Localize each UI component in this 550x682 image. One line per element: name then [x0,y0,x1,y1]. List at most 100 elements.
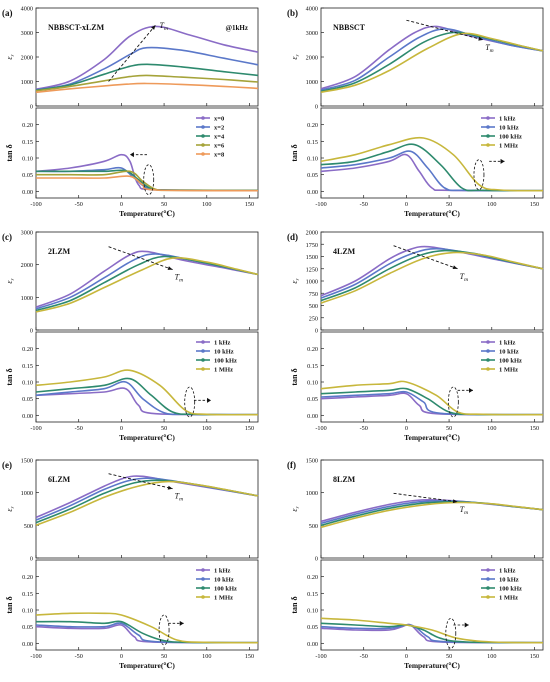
legend-label: 1 kHz [499,340,516,347]
x-tick-label: -50 [360,425,368,432]
series-line [320,25,544,90]
series-line [320,27,544,91]
x-tick-label: 50 [446,653,452,660]
plot-frame [320,331,544,423]
tm-label-sub: m [464,510,468,516]
x-tick-label: 0 [405,201,408,208]
y-tick-label: 750 [309,291,318,298]
legend-marker [201,595,205,599]
x-tick-label: 100 [487,201,496,208]
x-tick-label: -50 [75,201,83,208]
x-tick-label: 0 [405,425,408,432]
x-axis-label: Temperature(℃) [119,209,175,218]
y-axis-label-sub: r [295,277,301,280]
plot-frame [35,231,259,331]
y-tick-label: 0.15 [22,363,33,370]
series-line [35,380,259,416]
y-tick-label: 0.15 [307,363,318,370]
x-tick-label: 100 [487,653,496,660]
legend-label: 1 MHz [499,143,518,150]
plot-frame [35,459,259,559]
y-tick-label: 0.15 [22,139,33,146]
legend-marker [201,358,205,362]
permittivity-plot: 0 500 1000 1500 εr [290,458,544,563]
tm-arrow-head [151,25,156,30]
tm-label: Tm [485,43,493,54]
y-tick-label: 0.05 [22,396,33,403]
tm-label: Tm [460,505,468,516]
transition-ellipse [143,164,155,196]
y-axis-label: εr [290,277,301,283]
legend-marker [201,116,205,120]
y-tick-label: 0.15 [22,591,33,598]
tm-arrow-line [393,245,458,270]
y-tick-label: 0.15 [307,139,318,146]
sample-label: 4LZM [333,247,356,256]
y-tick-label: 1750 [306,242,318,249]
x-tick-label: -100 [315,425,326,432]
legend-label: 100 kHz [499,358,522,365]
y-axis-label: εr [5,505,16,511]
legend-label: 1 MHz [214,367,233,374]
y-tick-label: 0.05 [22,624,33,631]
legend-label: x=6 [214,143,225,150]
tm-label: Tm [175,273,183,284]
legend-marker [201,143,205,147]
x-tick-label: 50 [446,201,452,208]
y-tick-label: 0.10 [307,608,318,615]
y-tick-label: 0.10 [307,380,318,387]
legend-marker [201,125,205,129]
x-tick-label: -50 [75,425,83,432]
legend-label: x=4 [214,134,225,141]
y-axis-label: tan δ [5,368,14,385]
series-line [35,46,259,91]
series-line [320,380,544,416]
x-tick-label: 0 [120,201,123,208]
y-tick-label: 0.20 [307,346,318,353]
legend-marker [201,577,205,581]
transition-ellipse [447,386,459,418]
loss-arrow-head [468,387,473,393]
y-tick-label: 0 [30,328,33,335]
x-tick-label: 0 [120,425,123,432]
sample-label: NBBSCT-xLZM [48,23,105,32]
x-tick-label: 150 [245,201,254,208]
series-line [35,479,259,524]
legend-label: 100 kHz [499,586,522,593]
loss-arrow-head [500,158,505,164]
legend-label: 1 kHz [214,340,231,347]
y-tick-label: 1500 [306,254,318,261]
loss-plot: 0.00 0.05 0.10 0.15 0.20 tan δ [5,107,259,199]
y-axis-label: tan δ [5,596,14,613]
loss-plot: 0.00 0.05 0.10 0.15 0.20 tan δ [5,331,259,423]
y-axis-label: tan δ [290,144,299,161]
y-tick-label: 0 [315,556,318,563]
y-tick-label: 0.00 [307,641,318,648]
x-tick-label: 150 [530,201,539,208]
panel-d: 025050075010001250150017502000εr0.000.05… [287,230,544,442]
legend-label: 1 MHz [214,595,233,602]
y-tick-label: 0.05 [22,172,33,179]
y-axis-label: tan δ [290,596,299,613]
y-tick-label: 250 [309,315,318,322]
y-axis-label: εr [290,505,301,511]
permittivity-plot: 0 250 500 750 1000 1250 1500 1750 2000 εr [290,230,544,335]
tm-label: Tm [160,21,168,32]
y-tick-label: 0 [315,328,318,335]
tm-arrow-head [167,266,173,270]
tm-arrow-line [108,24,156,82]
x-axis-label: Temperature(℃) [119,661,175,670]
transition-ellipse [184,386,196,418]
x-tick-label: -50 [360,201,368,208]
tm-label-sub: m [179,278,183,284]
transition-ellipse [445,617,457,649]
x-axis-label: Temperature(℃) [119,433,175,442]
legend-label: x=8 [214,152,225,159]
series-line [35,25,259,91]
y-tick-label: 0.05 [307,172,318,179]
permittivity-plot: 0 500 1000 1500 εr [5,458,259,563]
plot-frame [320,107,544,199]
y-axis-label: εr [5,53,16,59]
